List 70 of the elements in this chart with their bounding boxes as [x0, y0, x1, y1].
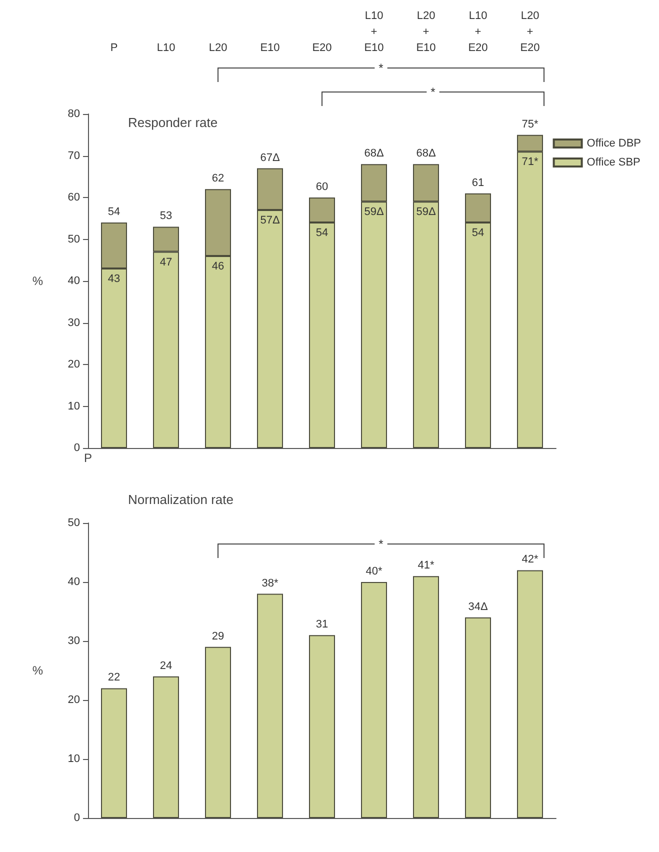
x-tick-label: E10: [260, 42, 280, 54]
bar: [205, 646, 231, 818]
y-tick-label: 10: [68, 753, 80, 765]
total-label: 54: [108, 206, 120, 218]
y-tick-label: 20: [68, 694, 80, 706]
bar: [101, 688, 127, 818]
x-tick-label: L20: [208, 42, 228, 54]
data-label: 24: [160, 660, 172, 672]
text: *: [378, 61, 384, 75]
y-tick-label: 40: [68, 275, 80, 287]
x-tick-label: P: [110, 42, 118, 54]
total-label: 68Δ: [416, 148, 436, 160]
x-tick-label: E20: [312, 42, 332, 54]
y-tick-label: 30: [68, 316, 80, 329]
bar: [153, 676, 179, 818]
data-label: 46: [212, 260, 224, 272]
data-label: 54: [316, 227, 328, 240]
y-tick-label: 20: [68, 358, 80, 370]
y-axis-title: %: [32, 664, 44, 678]
data-label: 71*: [522, 156, 539, 168]
x-tick-label: L10 + E20: [468, 10, 488, 54]
chart-title: Normalization rate: [128, 492, 234, 507]
y-tick-label: 0: [74, 812, 80, 824]
annotation: *: [378, 537, 384, 551]
bar: [309, 635, 335, 818]
y-tick-label: 80: [68, 108, 80, 120]
total-label: 67Δ: [260, 152, 280, 164]
data-label: 31: [316, 618, 328, 631]
data-label: 22: [108, 672, 120, 684]
y-tick-label: 50: [68, 517, 80, 529]
total-label: 60: [316, 181, 328, 193]
data-label: 59Δ: [416, 206, 436, 218]
x-tick-label: L10 + E10: [364, 10, 384, 54]
data-label: 42*: [522, 554, 539, 566]
y-tick-label: 0: [74, 442, 80, 454]
data-label: 57Δ: [260, 214, 280, 227]
legend-label: Office DBP: [586, 138, 642, 150]
bar: [517, 570, 543, 818]
x-tick-label: L20 + E20: [520, 10, 540, 54]
x-tick-label: L10: [156, 42, 176, 54]
bar: [361, 582, 387, 818]
data-label: 43: [108, 272, 120, 285]
y-tick-label: 70: [68, 150, 80, 162]
x-tick-label: L20 + E10: [416, 10, 436, 54]
bar: [413, 576, 439, 818]
data-label: 41*: [418, 560, 435, 572]
legend-label: Office SBP: [586, 156, 640, 168]
y-tick-label: 60: [68, 192, 80, 204]
data-label: 54: [472, 227, 484, 240]
y-axis-title: %: [32, 274, 44, 288]
y-tick-label: 10: [68, 400, 80, 412]
y-tick-label: 50: [68, 233, 80, 246]
data-label: 59Δ: [364, 206, 384, 218]
data-label: 40*: [366, 566, 383, 578]
bar: [465, 617, 491, 818]
text: P: [84, 451, 92, 465]
text: *: [430, 85, 436, 99]
total-label: 62: [212, 172, 224, 185]
total-label: 61: [472, 176, 484, 189]
data-label: 34Δ: [468, 600, 488, 613]
y-tick-label: 40: [68, 576, 80, 588]
total-label: 68Δ: [364, 148, 384, 160]
y-tick-label: 30: [68, 635, 80, 647]
total-label: 75*: [522, 118, 539, 130]
bar: [257, 594, 283, 818]
chart-title: Responder rate: [128, 115, 218, 130]
data-label: 38*: [262, 577, 279, 590]
data-label: 29: [212, 630, 224, 642]
data-label: 47: [160, 256, 172, 268]
total-label: 53: [160, 210, 172, 222]
